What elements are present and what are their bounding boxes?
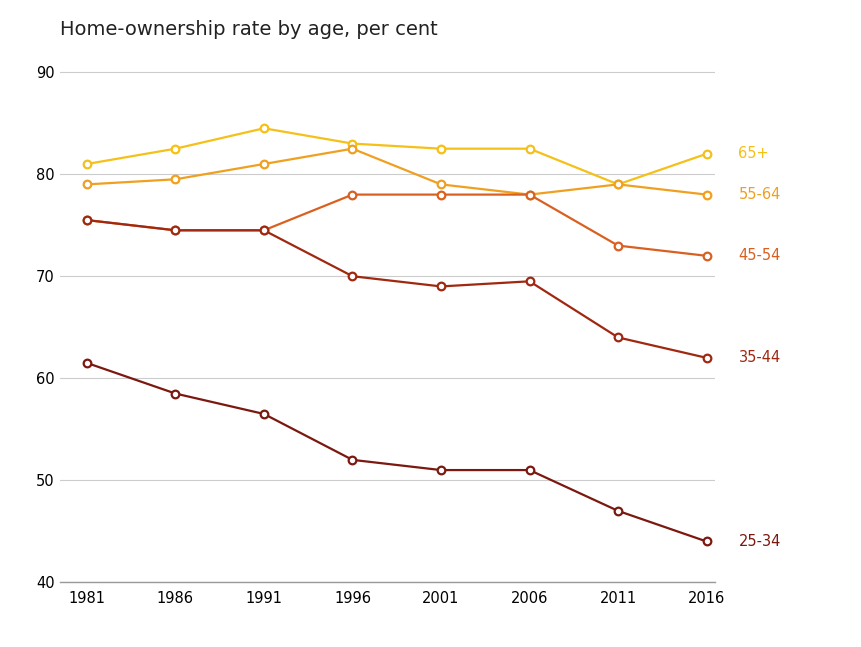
Text: 25-34: 25-34	[738, 534, 780, 549]
Text: 35-44: 35-44	[738, 350, 780, 366]
Text: 55-64: 55-64	[738, 187, 780, 202]
Text: 45-54: 45-54	[738, 248, 780, 263]
Text: 65+: 65+	[738, 146, 768, 161]
Text: Home-ownership rate by age, per cent: Home-ownership rate by age, per cent	[60, 20, 437, 39]
